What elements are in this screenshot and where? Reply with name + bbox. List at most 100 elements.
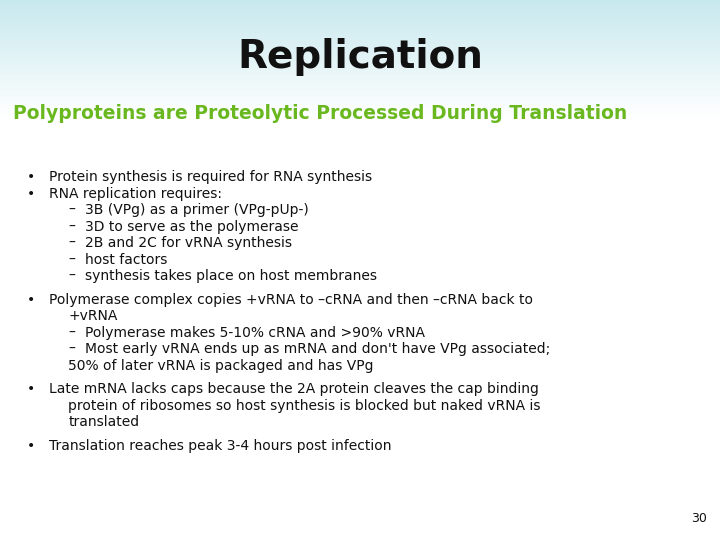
Bar [0, 62, 720, 63]
Bar [0, 68, 720, 69]
Text: •: • [27, 293, 35, 307]
Bar [0, 103, 720, 104]
Bar [0, 3, 720, 4]
Bar [0, 48, 720, 49]
Bar [0, 32, 720, 33]
Bar [0, 74, 720, 75]
Bar [0, 98, 720, 99]
Bar [0, 12, 720, 13]
Bar [0, 30, 720, 31]
Bar [0, 37, 720, 38]
Bar [0, 31, 720, 32]
Bar [0, 105, 720, 106]
Bar [0, 65, 720, 66]
Bar [0, 115, 720, 116]
Bar [0, 111, 720, 112]
Text: 2B and 2C for vRNA synthesis: 2B and 2C for vRNA synthesis [85, 236, 292, 250]
Bar [0, 63, 720, 64]
Bar [0, 50, 720, 51]
Text: protein of ribosomes so host synthesis is blocked but naked vRNA is: protein of ribosomes so host synthesis i… [68, 399, 541, 413]
Bar [0, 36, 720, 37]
Bar [0, 26, 720, 28]
Bar [0, 18, 720, 19]
Bar [0, 25, 720, 26]
Bar [0, 1, 720, 2]
Bar [0, 113, 720, 114]
Text: Protein synthesis is required for RNA synthesis: Protein synthesis is required for RNA sy… [49, 170, 372, 184]
Bar [0, 77, 720, 78]
Bar [0, 101, 720, 102]
Bar [0, 117, 720, 118]
Bar [0, 49, 720, 50]
Text: 50% of later vRNA is packaged and has VPg: 50% of later vRNA is packaged and has VP… [68, 359, 374, 373]
Bar [0, 13, 720, 14]
Bar [0, 109, 720, 110]
Bar [0, 20, 720, 21]
Bar [0, 7, 720, 8]
Bar [0, 39, 720, 40]
Bar [0, 23, 720, 24]
Bar [0, 29, 720, 30]
Bar [0, 99, 720, 100]
Bar [0, 45, 720, 46]
Bar [0, 66, 720, 67]
Text: 3D to serve as the polymerase: 3D to serve as the polymerase [85, 220, 299, 234]
Text: –: – [68, 269, 76, 283]
Bar [0, 91, 720, 92]
Text: •: • [27, 187, 35, 200]
Bar [0, 46, 720, 47]
Bar [0, 16, 720, 17]
Bar [0, 92, 720, 93]
Bar [0, 28, 720, 29]
Text: •: • [27, 382, 35, 396]
Bar [0, 112, 720, 113]
Bar [0, 68, 720, 69]
Text: RNA replication requires:: RNA replication requires: [49, 187, 222, 200]
Text: Translation reaches peak 3-4 hours post infection: Translation reaches peak 3-4 hours post … [49, 438, 392, 453]
Bar [0, 78, 720, 79]
Bar [0, 15, 720, 16]
Bar [0, 118, 720, 119]
Bar [0, 6, 720, 7]
Bar [0, 72, 720, 73]
Text: +vRNA: +vRNA [68, 309, 118, 323]
Bar [0, 60, 720, 61]
Bar [0, 106, 720, 107]
Bar [0, 86, 720, 87]
Bar [0, 61, 720, 62]
Text: Most early vRNA ends up as mRNA and don't have VPg associated;: Most early vRNA ends up as mRNA and don'… [85, 342, 550, 356]
Text: –: – [68, 203, 76, 217]
Bar [0, 10, 720, 11]
Text: –: – [68, 236, 76, 250]
Bar [0, 22, 720, 23]
Bar [0, 97, 720, 98]
Text: 30: 30 [691, 512, 707, 525]
Bar [0, 47, 720, 48]
Bar [0, 19, 720, 20]
Bar [0, 56, 720, 57]
Bar [0, 116, 720, 117]
Bar [0, 43, 720, 44]
Bar [0, 81, 720, 82]
Bar [0, 76, 720, 77]
Bar [0, 73, 720, 74]
Bar [0, 80, 720, 81]
Bar [0, 107, 720, 108]
Bar [0, 95, 720, 96]
Bar [0, 110, 720, 111]
Bar [0, 2, 720, 3]
Text: synthesis takes place on host membranes: synthesis takes place on host membranes [85, 269, 377, 283]
Bar [0, 8, 720, 9]
Bar [0, 108, 720, 109]
Text: host factors: host factors [85, 253, 167, 267]
Bar [0, 54, 720, 55]
Bar [0, 14, 720, 15]
Bar [0, 35, 720, 36]
Bar [0, 70, 720, 71]
Text: Replication: Replication [237, 38, 483, 76]
Text: Polyproteins are Proteolytic Processed During Translation: Polyproteins are Proteolytic Processed D… [13, 104, 627, 123]
Bar [0, 88, 720, 89]
Text: Polymerase makes 5-10% cRNA and >90% vRNA: Polymerase makes 5-10% cRNA and >90% vRN… [85, 326, 425, 340]
Bar [0, 21, 720, 22]
Text: Late mRNA lacks caps because the 2A protein cleaves the cap binding: Late mRNA lacks caps because the 2A prot… [49, 382, 539, 396]
